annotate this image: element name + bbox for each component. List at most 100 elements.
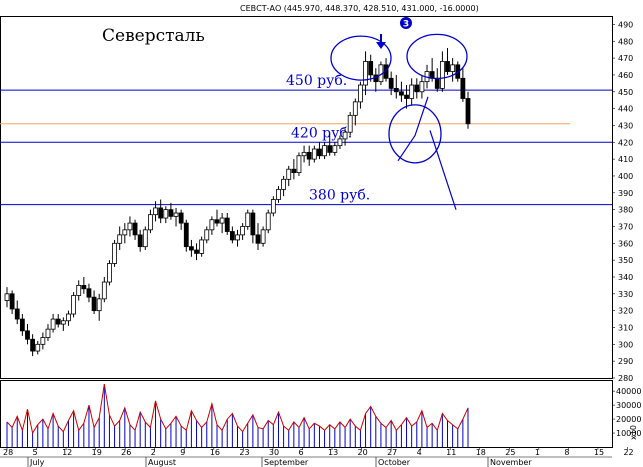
y-tick-label: 390 [618,189,633,198]
y-tick-label: 400 [618,172,633,181]
candles [4,47,471,357]
candle-body [188,246,194,251]
y-tick-label: 310 [618,323,633,332]
candle-body [158,207,164,219]
candle-body [107,263,112,283]
volume-plot-border [0,380,613,448]
candle-body [260,229,266,244]
candle-body [409,84,415,99]
candle-body [291,168,297,173]
y-tick-label: 290 [618,357,633,366]
x-tick-label: 19 [92,448,102,457]
x-tick-label: 27 [387,448,397,457]
down-arrow-icon [376,42,386,49]
candle-body [270,199,276,214]
candle-body [465,98,471,125]
price-plot-border [0,16,613,379]
candle-body [322,145,327,157]
candle-body [368,61,374,76]
level-label: 380 руб. [309,188,370,204]
wave-marker [400,17,412,29]
y-tick-label: 490 [618,20,633,29]
volume-axis: 10000 20000 30000 40000 x10 [612,387,641,440]
candle-body [414,84,420,93]
candle-body [132,222,138,236]
candle-body [183,222,189,248]
candle-body [9,293,15,310]
candle-body [445,61,450,72]
candle-body [245,212,251,227]
x-tick-label: 18 [476,448,486,457]
candle-body [178,212,184,224]
candle-body [388,77,394,89]
candle-body [306,151,312,160]
candle-body [404,94,409,99]
circle-annotation [388,104,442,164]
candle-body [127,222,133,231]
candle-body [419,81,425,93]
candle-body [14,308,20,320]
candle-body [163,209,169,219]
candle-body [235,234,240,241]
candle-body [71,295,76,315]
candle-body [66,313,71,322]
candle-body [332,145,338,153]
candle-body [81,284,87,290]
candle-body [122,229,128,236]
candle-body [96,298,102,312]
circle-annotation [406,33,468,80]
candle-body [76,284,82,296]
candle-body [301,151,307,157]
y-tick-label: 440 [618,105,633,114]
y-tick-label: 340 [618,273,633,282]
x-tick-label: 20 [358,448,368,457]
x-tick-label: 5 [33,448,38,457]
candle-body [19,318,25,332]
x-tick-label: 12 [62,448,72,457]
support-resistance-lines: 450 руб. 420 руб. 380 руб. [0,73,612,206]
candle-body [173,212,179,217]
candle-body [317,148,322,157]
y-tick-label: 350 [618,256,633,265]
time-axis: 285121926291623306132027411182518152229J… [0,447,634,467]
candle-body [393,88,399,93]
x-tick-label: 13 [328,448,338,457]
price-axis: 280 290 300 310 320 330 340 350 360 370 380 390 400 4… [612,20,633,383]
wave-marker-label: 3 [403,20,409,30]
candle-body [450,64,456,72]
x-tick-label: 23 [239,448,249,457]
x-tick-label: 25 [505,448,515,457]
y-tick-label: 460 [618,71,633,80]
volume-tick-label: 30000 [616,401,641,410]
candle-body [229,231,235,241]
candle-body [219,217,225,224]
y-tick-label: 300 [618,340,633,349]
candle-body [101,281,107,300]
month-label: September [264,458,309,467]
month-label: July [29,458,45,467]
volume-tick-label: 10000 [616,429,641,438]
candle-body [199,239,205,254]
candle-body [265,212,271,231]
x-tick-label: 15 [594,448,604,457]
y-tick-label: 470 [618,54,633,63]
candle-body [399,91,404,96]
y-tick-label: 330 [618,290,633,299]
candle-body [25,330,30,340]
y-tick-label: 370 [618,222,633,231]
candle-body [194,249,199,254]
chart-title: Северсталь [102,26,205,46]
x-tick-label: 26 [121,448,131,457]
volume-tick-label: 40000 [616,387,641,396]
candle-body [224,217,230,232]
volume-tick-label: 20000 [616,415,641,424]
candle-body [214,219,220,224]
candle-body [281,178,287,190]
x-tick-label: 9 [180,448,185,457]
x-tick-label: 11 [446,448,456,457]
volume-series [6,384,469,447]
y-tick-label: 280 [618,374,633,383]
candle-body [204,229,210,241]
